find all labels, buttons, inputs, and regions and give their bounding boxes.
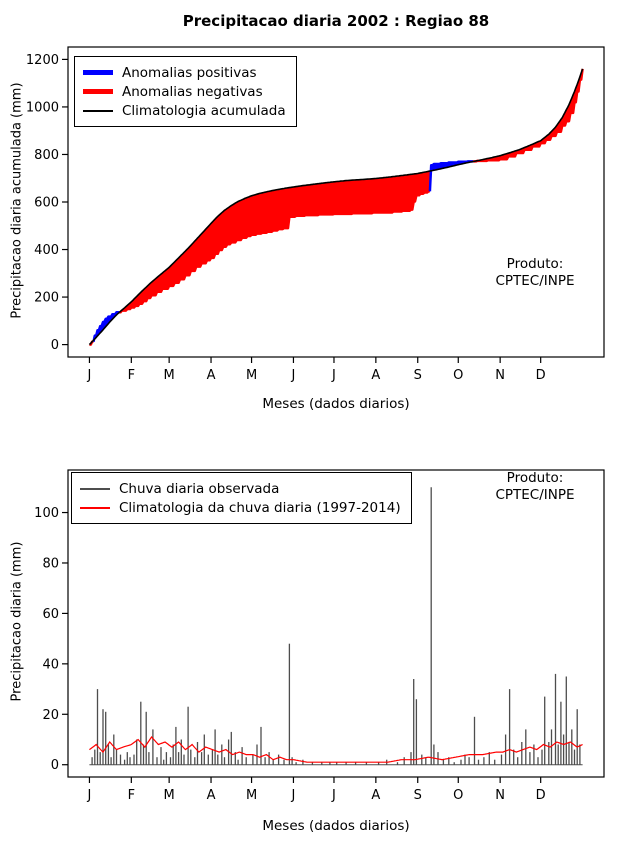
y-tick-label: 60 <box>42 607 59 622</box>
y-tick-label: 40 <box>42 657 59 672</box>
climatology-line-swatch <box>83 109 113 112</box>
legend-label-positive-anomalies: Anomalias positivas <box>122 64 257 81</box>
x-tick-label: A <box>207 368 216 383</box>
y-tick-label: 0 <box>51 758 59 773</box>
x-tick-label: A <box>207 788 216 803</box>
negative-anomaly-area <box>89 68 583 345</box>
legend-label-climatology: Climatologia acumulada <box>122 102 286 119</box>
legend-label-observed-rain: Chuva diaria observada <box>119 480 280 497</box>
chart-title: Precipitacao diaria 2002 : Regiao 88 <box>182 12 490 30</box>
y-tick-label: 600 <box>34 196 59 211</box>
x-tick-label: J <box>291 368 296 383</box>
y-tick-label: 0 <box>51 338 59 353</box>
y-axis-label-accumulated: Precipitacao diaria acumulada (mm) <box>9 82 25 319</box>
produto-label: Produto: <box>506 470 564 486</box>
x-tick-label: M <box>164 368 175 383</box>
x-tick-label: M <box>246 368 257 383</box>
x-tick-label: O <box>453 788 463 803</box>
x-tick-label: D <box>536 368 546 383</box>
x-tick-label: N <box>495 368 505 383</box>
legend-daily-chart: Chuva diaria observada Climatologia da c… <box>71 472 412 524</box>
negative-anomaly-swatch <box>83 89 113 94</box>
legend-item-negative-anomalies: Anomalias negativas <box>83 82 286 101</box>
observed-accumulated-line <box>473 68 584 163</box>
x-tick-label: J <box>331 788 336 803</box>
legend-item-positive-anomalies: Anomalias positivas <box>83 63 286 82</box>
y-tick-label: 1000 <box>26 100 59 115</box>
produto-annotation-top: Produto: CPTEC/INPE <box>465 256 605 290</box>
y-axis: 0 20 40 60 80 100 <box>34 506 68 773</box>
x-tick-label: S <box>414 788 422 803</box>
x-tick-label: J <box>87 788 92 803</box>
daily-precipitation-chart: 0 20 40 60 80 100 J F M A M J J A S O N D <box>34 469 605 803</box>
legend-accumulated-chart: Anomalias positivas Anomalias negativas … <box>74 56 297 127</box>
legend-item-climatology: Climatologia acumulada <box>83 101 286 120</box>
daily-climatology-swatch <box>80 506 110 509</box>
x-tick-label: S <box>414 368 422 383</box>
y-axis: 0 200 400 600 800 1000 1200 <box>26 53 68 353</box>
accumulated-precipitation-chart: 0 200 400 600 800 1000 1200 J F M A M J J A S O N D <box>26 46 605 383</box>
y-tick-label: 800 <box>34 148 59 163</box>
y-tick-label: 20 <box>42 708 59 723</box>
y-tick-label: 400 <box>34 243 59 258</box>
y-tick-label: 80 <box>42 556 59 571</box>
y-tick-label: 1200 <box>26 53 59 68</box>
x-axis-label-top: Meses (dados diarios) <box>262 396 410 412</box>
x-tick-label: M <box>246 788 257 803</box>
daily-climatology-line <box>89 736 583 763</box>
plot-border <box>67 469 605 778</box>
x-tick-label: O <box>453 368 463 383</box>
x-tick-label: D <box>536 788 546 803</box>
observed-accumulated-line <box>119 190 430 314</box>
observed-rain-swatch <box>80 487 110 490</box>
produto-annotation-bottom: Produto: CPTEC/INPE <box>465 470 605 504</box>
x-tick-label: F <box>128 788 135 803</box>
x-tick-label: F <box>128 368 135 383</box>
x-tick-label: M <box>164 788 175 803</box>
legend-item-daily-climatology: Climatologia da chuva diaria (1997-2014) <box>80 498 401 517</box>
rain-bars <box>91 487 581 765</box>
y-tick-label: 200 <box>34 291 59 306</box>
x-tick-label: A <box>371 788 380 803</box>
observed-accumulated-line <box>428 160 474 192</box>
y-axis-label-daily: Precipitacao diaria (mm) <box>9 541 25 702</box>
x-tick-label: N <box>495 788 505 803</box>
climatology-line <box>88 68 584 346</box>
y-tick-label: 100 <box>34 506 59 521</box>
legend-label-negative-anomalies: Anomalias negativas <box>122 83 263 100</box>
produto-label: Produto: <box>506 256 564 272</box>
positive-anomaly-swatch <box>83 70 113 75</box>
x-axis-label-bottom: Meses (dados diarios) <box>262 818 410 834</box>
x-tick-label: A <box>371 368 380 383</box>
legend-label-daily-climatology: Climatologia da chuva diaria (1997-2014) <box>119 499 401 516</box>
x-tick-label: J <box>331 368 336 383</box>
legend-item-observed-rain: Chuva diaria observada <box>80 479 401 498</box>
produto-source: CPTEC/INPE <box>495 273 575 289</box>
observed-accumulated-line <box>92 311 120 342</box>
produto-source: CPTEC/INPE <box>495 487 575 503</box>
x-tick-label: J <box>291 788 296 803</box>
x-tick-label: J <box>87 368 92 383</box>
